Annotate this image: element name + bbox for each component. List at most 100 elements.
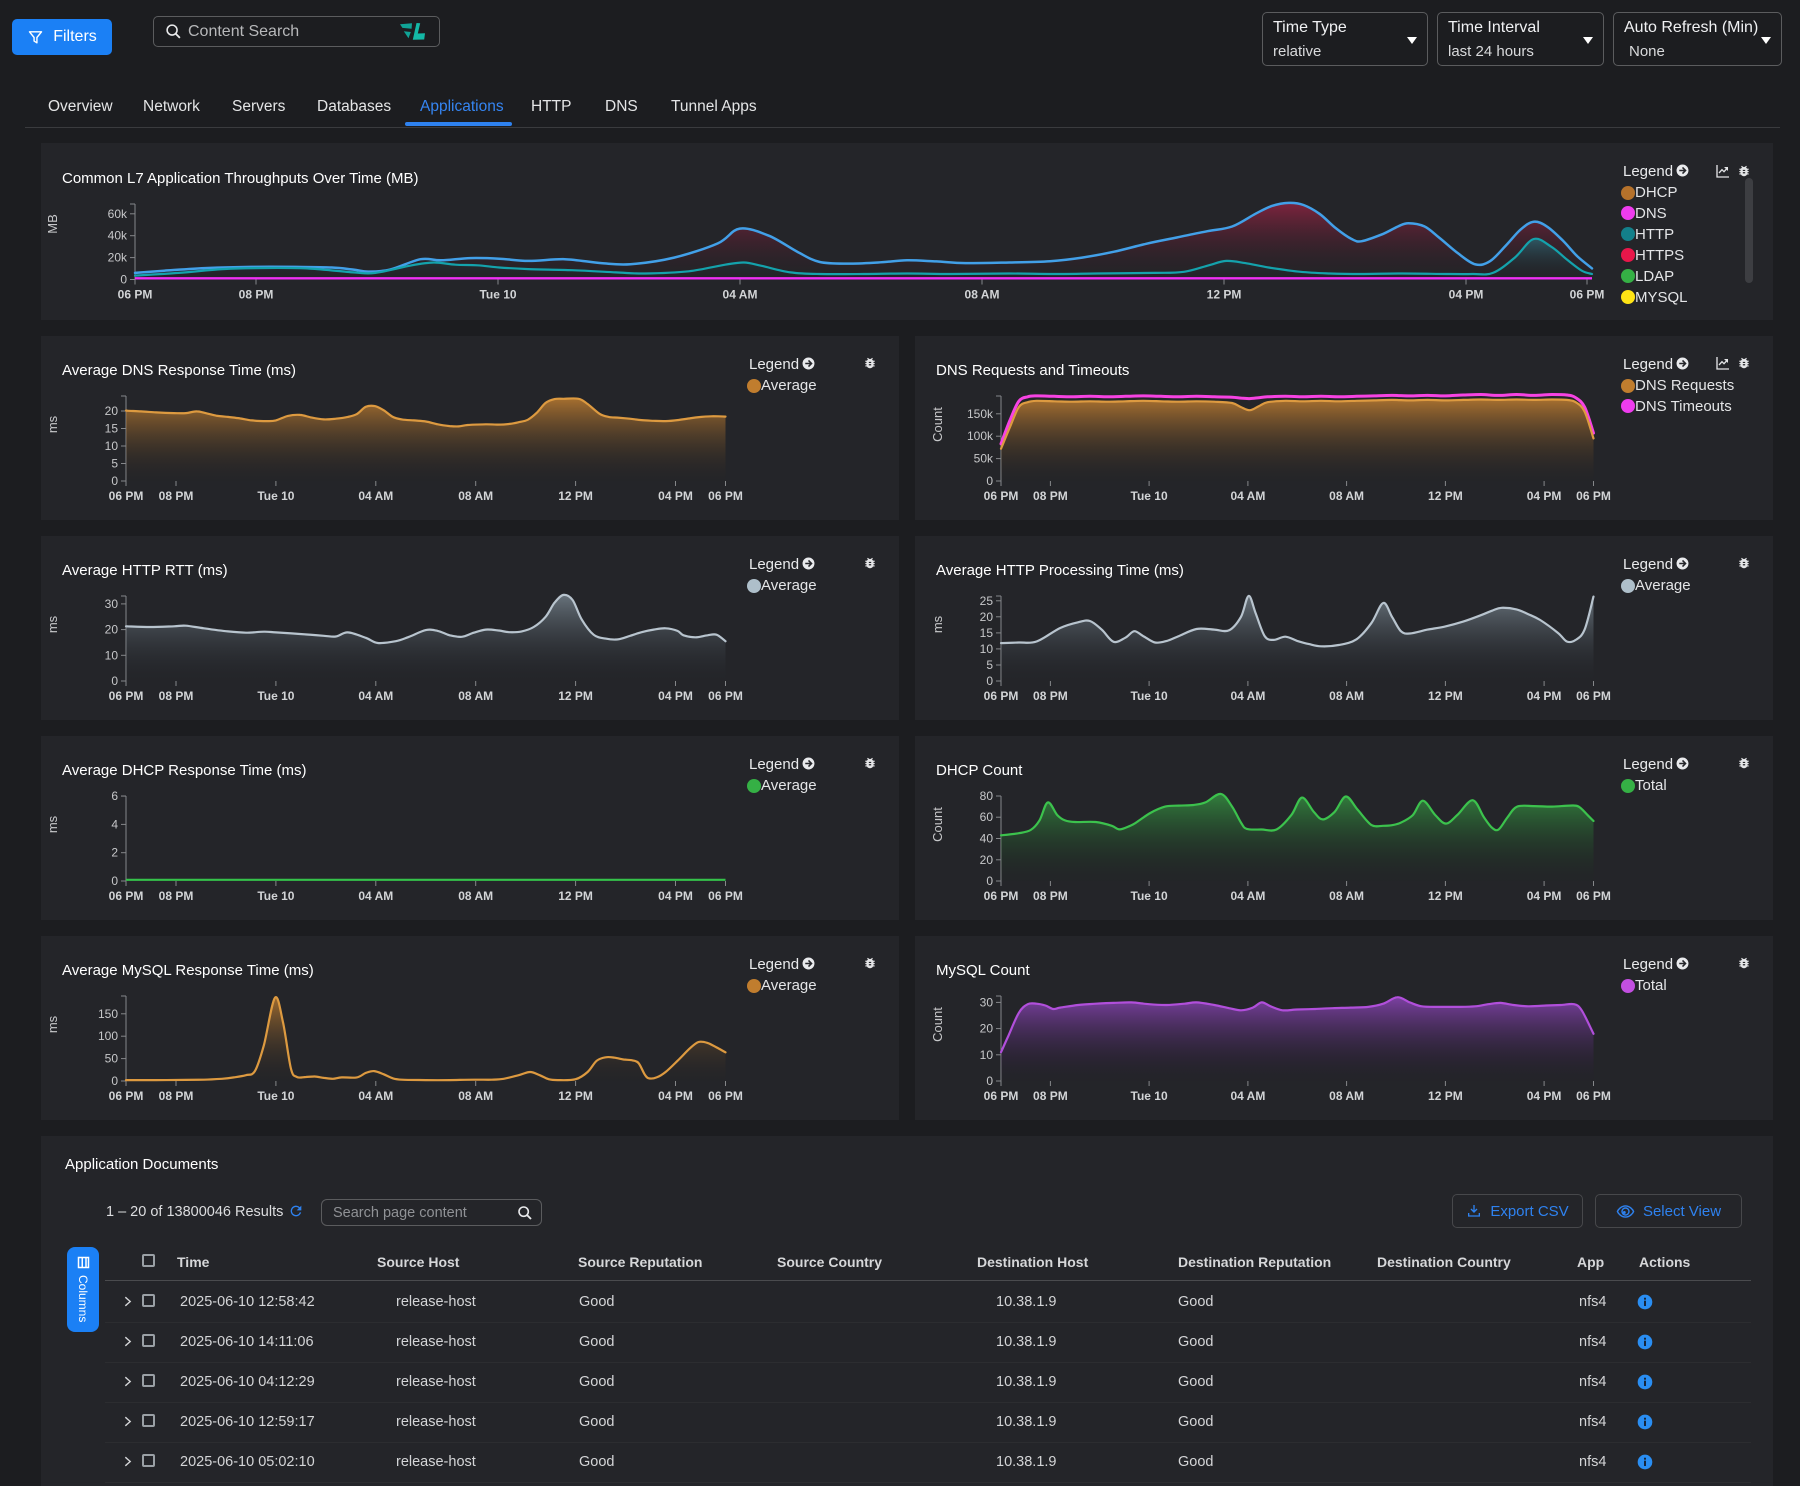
svg-text:04 AM: 04 AM [358,489,393,503]
svg-text:40: 40 [980,832,994,846]
svg-text:Count: Count [930,1007,945,1042]
svg-text:12 PM: 12 PM [558,889,593,903]
svg-text:04 PM: 04 PM [1527,689,1562,703]
svg-text:0: 0 [986,474,993,488]
svg-text:08 AM: 08 AM [965,288,1000,302]
svg-text:08 AM: 08 AM [1329,489,1364,503]
svg-text:0: 0 [986,1074,993,1088]
svg-text:30: 30 [980,995,994,1009]
svg-text:04 PM: 04 PM [658,689,693,703]
svg-text:06 PM: 06 PM [984,889,1019,903]
svg-text:08 AM: 08 AM [1329,1089,1364,1103]
svg-text:15: 15 [105,422,119,436]
svg-text:06 PM: 06 PM [984,689,1019,703]
svg-text:Tue 10: Tue 10 [257,689,294,703]
svg-text:06 PM: 06 PM [109,889,144,903]
svg-text:08 PM: 08 PM [1033,689,1068,703]
svg-text:08 AM: 08 AM [458,889,493,903]
svg-text:08 PM: 08 PM [1033,489,1068,503]
svg-text:08 PM: 08 PM [159,1089,194,1103]
svg-text:ms: ms [45,615,60,633]
svg-text:04 AM: 04 AM [358,889,393,903]
svg-text:08 AM: 08 AM [1329,689,1364,703]
svg-text:ms: ms [45,815,60,833]
svg-text:04 PM: 04 PM [1527,489,1562,503]
svg-text:0: 0 [111,474,118,488]
svg-text:06 PM: 06 PM [708,689,743,703]
svg-text:04 AM: 04 AM [1230,689,1265,703]
svg-text:0: 0 [111,874,118,888]
svg-text:MB: MB [45,214,60,234]
svg-text:12 PM: 12 PM [558,489,593,503]
svg-text:12 PM: 12 PM [1207,288,1242,302]
svg-text:04 PM: 04 PM [1527,889,1562,903]
svg-text:06 PM: 06 PM [1576,689,1611,703]
svg-text:06 PM: 06 PM [708,889,743,903]
svg-text:50: 50 [105,1052,119,1066]
svg-text:08 AM: 08 AM [1329,889,1364,903]
svg-text:06 PM: 06 PM [109,489,144,503]
svg-text:60k: 60k [108,207,128,221]
svg-text:06 PM: 06 PM [708,1089,743,1103]
svg-text:60: 60 [980,810,994,824]
svg-text:15: 15 [980,626,994,640]
svg-text:ms: ms [45,415,60,433]
svg-text:04 PM: 04 PM [658,1089,693,1103]
svg-text:Tue 10: Tue 10 [1131,889,1168,903]
svg-text:ms: ms [45,1015,60,1033]
svg-text:12 PM: 12 PM [1428,489,1463,503]
svg-text:0: 0 [111,674,118,688]
svg-text:20k: 20k [108,251,128,265]
svg-text:150k: 150k [967,407,994,421]
svg-text:04 PM: 04 PM [658,489,693,503]
svg-text:5: 5 [111,457,118,471]
svg-text:04 PM: 04 PM [1527,1089,1562,1103]
svg-text:80: 80 [980,789,994,803]
svg-text:20: 20 [105,404,119,418]
svg-text:04 AM: 04 AM [723,288,758,302]
svg-text:Tue 10: Tue 10 [1131,489,1168,503]
svg-text:0: 0 [111,1074,118,1088]
svg-text:12 PM: 12 PM [1428,889,1463,903]
svg-text:06 PM: 06 PM [708,489,743,503]
svg-text:0: 0 [986,674,993,688]
svg-text:04 AM: 04 AM [1230,889,1265,903]
svg-text:06 PM: 06 PM [984,1089,1019,1103]
svg-text:50k: 50k [974,452,994,466]
svg-text:20: 20 [980,853,994,867]
svg-text:100k: 100k [967,429,994,443]
svg-text:04 AM: 04 AM [358,689,393,703]
svg-text:10: 10 [105,439,119,453]
svg-text:0: 0 [986,874,993,888]
svg-text:10: 10 [980,1048,994,1062]
svg-text:06 PM: 06 PM [1570,288,1605,302]
svg-text:25: 25 [980,594,994,608]
svg-text:08 AM: 08 AM [458,489,493,503]
svg-text:40k: 40k [108,229,128,243]
svg-text:06 PM: 06 PM [1576,889,1611,903]
svg-text:06 PM: 06 PM [109,1089,144,1103]
svg-text:ms: ms [930,615,945,633]
svg-text:06 PM: 06 PM [1576,1089,1611,1103]
svg-text:08 AM: 08 AM [458,689,493,703]
svg-text:20: 20 [980,610,994,624]
svg-text:06 PM: 06 PM [109,689,144,703]
svg-text:08 PM: 08 PM [1033,1089,1068,1103]
svg-text:Tue 10: Tue 10 [479,288,516,302]
svg-text:2: 2 [111,846,118,860]
svg-text:08 PM: 08 PM [159,889,194,903]
svg-text:Tue 10: Tue 10 [1131,689,1168,703]
svg-text:100: 100 [98,1029,118,1043]
svg-text:0: 0 [120,273,127,287]
svg-text:Tue 10: Tue 10 [257,889,294,903]
svg-text:04 AM: 04 AM [1230,489,1265,503]
svg-text:4: 4 [111,817,118,831]
svg-text:12 PM: 12 PM [1428,1089,1463,1103]
svg-text:Tue 10: Tue 10 [257,1089,294,1103]
svg-text:04 AM: 04 AM [358,1089,393,1103]
svg-text:Count: Count [930,807,945,842]
svg-text:06 PM: 06 PM [1576,489,1611,503]
svg-text:30: 30 [105,597,119,611]
svg-text:04 PM: 04 PM [1449,288,1484,302]
svg-text:150: 150 [98,1007,118,1021]
